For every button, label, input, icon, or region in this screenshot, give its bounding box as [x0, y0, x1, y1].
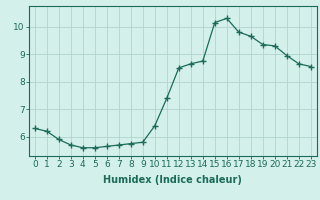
- X-axis label: Humidex (Indice chaleur): Humidex (Indice chaleur): [103, 175, 242, 185]
